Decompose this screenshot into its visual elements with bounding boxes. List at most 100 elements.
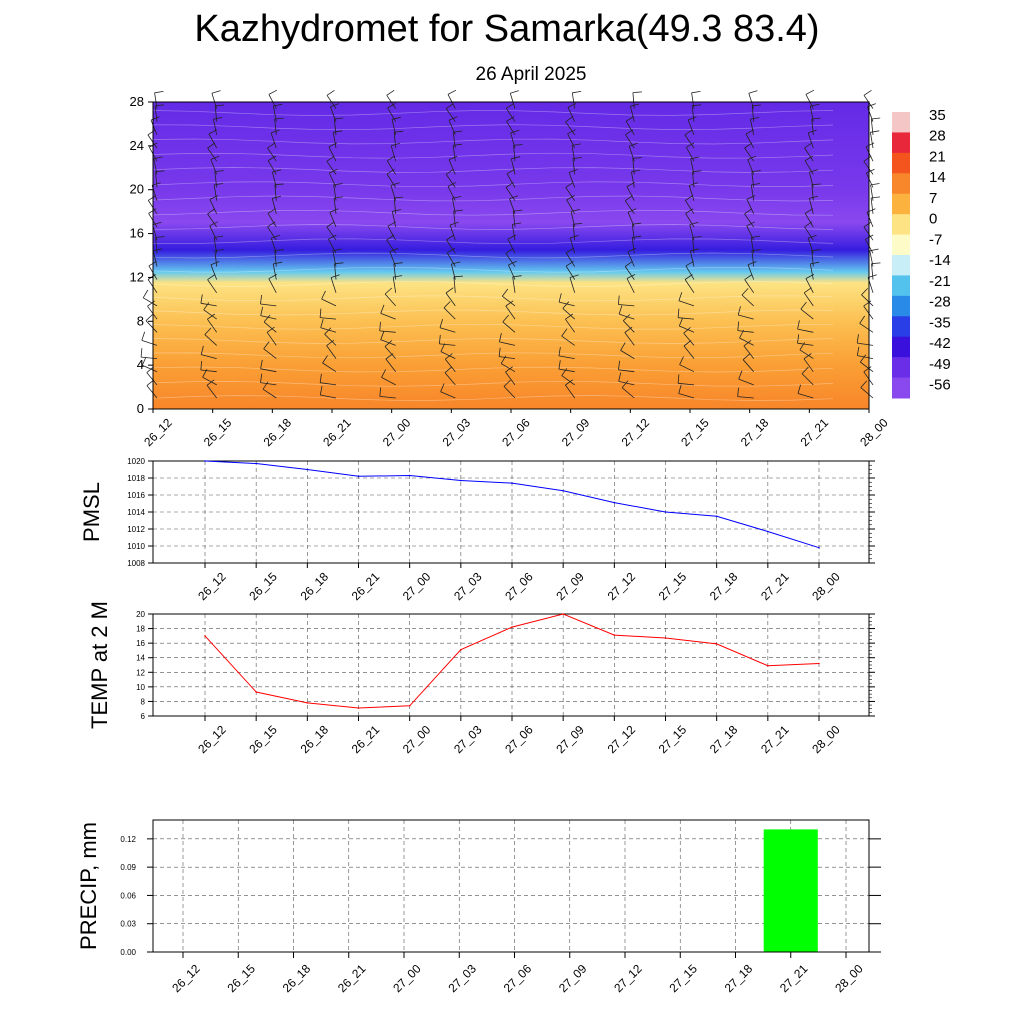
colorbar-swatch [892,316,910,338]
wind-barb-feather [506,168,515,175]
wind-barb [678,382,695,386]
colorbar-label: -14 [929,252,951,269]
wind-barb [449,224,456,241]
x-tick-label: 26_18 [298,569,332,603]
data-point [613,634,616,636]
wind-barb-feather [266,326,275,333]
wind-barb-feather [860,380,868,388]
wind-barb-feather [692,170,702,172]
contour-line [152,323,834,330]
wind-barb [211,93,218,109]
wind-barb [274,118,277,135]
wind-barb [147,305,158,320]
wind-barb-feather [510,90,519,94]
wind-barb [145,320,158,333]
wind-barb-feather [267,155,277,161]
wind-barb [260,303,277,307]
wind-barb-feather [260,359,263,369]
wind-barb-feather [439,318,443,328]
wind-barb [320,317,337,320]
panel-frame [152,460,870,564]
wind-barb-feather [804,208,814,214]
wind-barb-feather [810,261,820,265]
wind-barb [324,333,337,346]
wind-barb [213,184,218,201]
y-tick-label: 0.12 [120,835,136,844]
wind-barb-feather [808,129,817,134]
wind-barb [561,335,575,346]
y-tick-label: 4 [137,357,144,372]
x-tick-label: 27_09 [556,961,590,995]
wind-barb-feather [446,247,456,254]
wind-barb-feather [209,221,218,227]
wind-barb [811,118,814,135]
wind-barb [750,184,755,201]
wind-barb-feather [801,366,809,374]
contour-line [152,167,834,173]
wind-barb [329,212,337,228]
wind-barb-feather [568,169,578,173]
wind-barb-feather [268,89,278,95]
y-tick-label: 8 [137,313,144,328]
wind-barb-feather [148,195,157,201]
wind-barb-feather [571,209,580,212]
wind-barb-feather [443,301,451,309]
x-tick-label: 27_15 [666,961,700,995]
wind-barb-feather [334,117,344,120]
x-tick-label: 27_06 [499,415,533,449]
data-point [511,626,513,628]
wind-barb-feather [272,169,282,173]
wind-barb-feather [326,155,335,162]
wind-barb-feather [751,170,761,172]
wind-barb [559,301,575,307]
wind-barb [393,197,397,214]
wind-barb [387,226,397,241]
wind-barb [859,323,874,333]
wind-barb-feather [207,274,216,280]
wind-barb-feather [677,374,680,384]
wind-barb [811,250,814,267]
wind-barb [750,119,755,135]
wind-barb-feather [272,195,282,199]
wind-barb [569,277,576,293]
wind-barb-feather [632,222,642,225]
wind-barb-feather [809,195,819,199]
wind-barb-feather [445,103,454,109]
wind-barb-feather [811,249,821,251]
wind-barb-feather [803,287,812,294]
wind-barb-feather [683,340,692,347]
wind-barb [393,263,397,280]
wind-barb [142,364,158,373]
x-tick-label: 28_00 [832,961,866,995]
x-tick-label: 27_15 [656,722,690,756]
wind-barb [747,264,755,280]
wind-barb [618,313,635,320]
wind-barb-feather [859,315,866,324]
wind-barb [684,279,695,294]
wind-barb [866,212,874,228]
wind-barb [499,356,516,359]
wind-barb-feather [386,234,395,241]
wind-barb [274,250,277,267]
wind-barb [446,239,456,254]
wind-barb-feather [573,223,583,225]
x-tick-label: 26_12 [195,722,229,756]
wind-barb-feather [394,196,404,199]
wind-barb-feather [384,340,393,347]
y-tick-label: 0 [137,401,144,416]
wind-barb [392,276,397,293]
wind-barb [154,92,158,109]
wind-barb [210,264,218,280]
wind-barb [618,369,635,373]
colorbar-label: 7 [929,190,937,207]
wind-barb [567,133,576,149]
wind-barb [439,343,456,346]
colorbar-swatch [892,234,910,256]
wind-barb-feather [558,360,561,370]
wind-barb [508,264,516,280]
x-tick-label: 27_00 [380,415,414,449]
wind-barb [389,251,397,267]
wind-barb-feather [207,313,216,320]
chart-subtitle: 26 April 2025 [475,64,587,85]
wind-barb [567,107,576,122]
